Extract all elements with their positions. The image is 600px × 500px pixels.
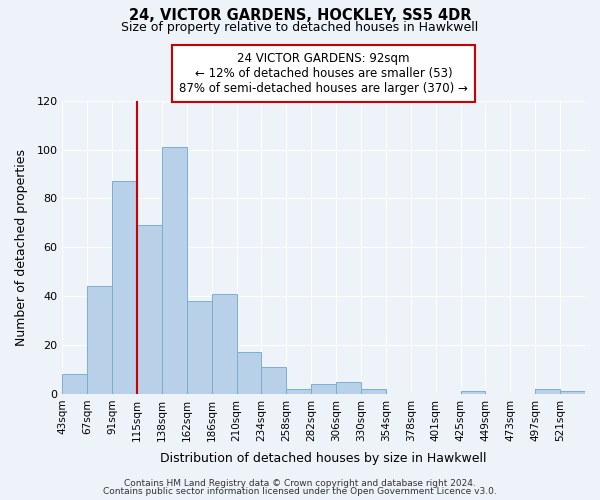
Bar xyxy=(311,384,336,394)
Bar xyxy=(137,226,162,394)
Text: 24 VICTOR GARDENS: 92sqm
← 12% of detached houses are smaller (53)
87% of semi-d: 24 VICTOR GARDENS: 92sqm ← 12% of detach… xyxy=(179,52,468,95)
Bar xyxy=(236,352,262,394)
Bar xyxy=(262,367,286,394)
Bar xyxy=(361,389,386,394)
Bar xyxy=(87,286,112,394)
X-axis label: Distribution of detached houses by size in Hawkwell: Distribution of detached houses by size … xyxy=(160,452,487,465)
Bar xyxy=(560,392,585,394)
Text: Contains public sector information licensed under the Open Government Licence v3: Contains public sector information licen… xyxy=(103,487,497,496)
Text: Contains HM Land Registry data © Crown copyright and database right 2024.: Contains HM Land Registry data © Crown c… xyxy=(124,478,476,488)
Bar xyxy=(336,382,361,394)
Bar xyxy=(187,301,212,394)
Bar xyxy=(162,147,187,394)
Bar xyxy=(112,182,137,394)
Bar xyxy=(212,294,236,394)
Text: 24, VICTOR GARDENS, HOCKLEY, SS5 4DR: 24, VICTOR GARDENS, HOCKLEY, SS5 4DR xyxy=(129,8,471,22)
Bar xyxy=(286,389,311,394)
Bar xyxy=(461,392,485,394)
Bar xyxy=(535,389,560,394)
Bar xyxy=(62,374,87,394)
Text: Size of property relative to detached houses in Hawkwell: Size of property relative to detached ho… xyxy=(121,21,479,34)
Y-axis label: Number of detached properties: Number of detached properties xyxy=(15,149,28,346)
